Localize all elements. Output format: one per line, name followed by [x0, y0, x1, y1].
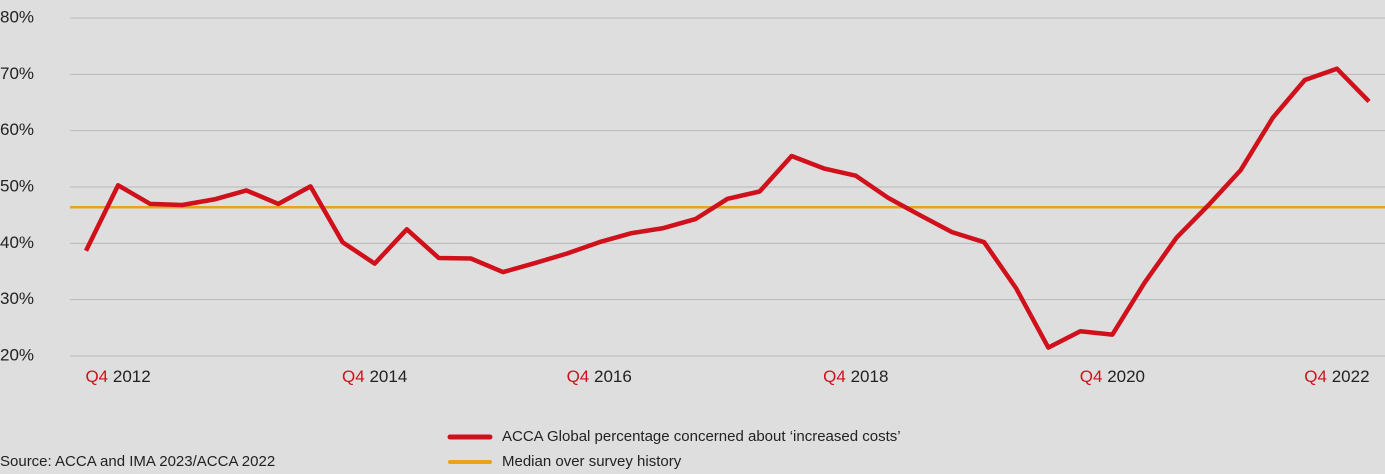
x-tick-label: Q4 2014: [342, 367, 407, 386]
x-tick-year: 2014: [369, 367, 407, 386]
x-tick-year: 2020: [1107, 367, 1145, 386]
x-tick-quarter: Q4: [823, 367, 850, 386]
y-tick-label: 50%: [0, 176, 34, 195]
x-tick-label: Q4 2018: [823, 367, 888, 386]
legend-label: Median over survey history: [502, 453, 682, 470]
y-tick-label: 80%: [0, 7, 34, 26]
x-tick-label: Q4 2012: [85, 367, 150, 386]
y-tick-label: 60%: [0, 120, 34, 139]
x-tick-quarter: Q4: [1080, 367, 1107, 386]
x-tick-label: Q4 2022: [1304, 367, 1369, 386]
y-tick-label: 30%: [0, 289, 34, 308]
x-tick-quarter: Q4: [567, 367, 594, 386]
x-tick-quarter: Q4: [342, 367, 369, 386]
series-line: [83, 66, 1371, 350]
x-tick-year: 2012: [113, 367, 151, 386]
x-tick-quarter: Q4: [1304, 367, 1331, 386]
x-tick-label: Q4 2016: [567, 367, 632, 386]
y-tick-label: 70%: [0, 64, 34, 83]
source-note: Source: ACCA and IMA 2023/ACCA 2022: [0, 453, 275, 470]
x-tick-year: 2022: [1332, 367, 1370, 386]
y-tick-label: 40%: [0, 233, 34, 252]
x-tick-year: 2018: [851, 367, 889, 386]
x-tick-label: Q4 2020: [1080, 367, 1145, 386]
legend-label: ACCA Global percentage concerned about ‘…: [502, 428, 901, 445]
x-tick-quarter: Q4: [85, 367, 112, 386]
y-tick-label: 20%: [0, 345, 34, 364]
x-tick-year: 2016: [594, 367, 632, 386]
